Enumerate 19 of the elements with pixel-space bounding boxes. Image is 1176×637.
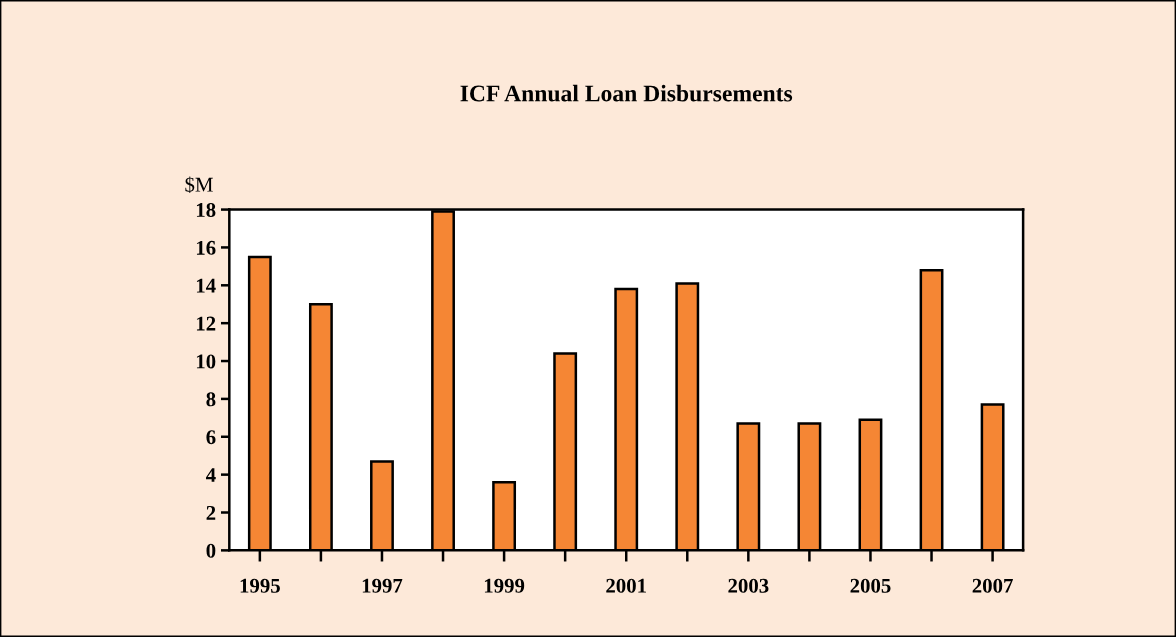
y-tick-label: 0 bbox=[206, 543, 216, 558]
y-tick-label: 14 bbox=[196, 278, 216, 293]
x-tick-label: 2005 bbox=[850, 578, 891, 593]
y-tick-label: 16 bbox=[196, 240, 216, 255]
y-tick-label: 4 bbox=[206, 468, 216, 482]
x-tick-label: 1999 bbox=[484, 578, 525, 593]
x-tick-label: 2003 bbox=[728, 578, 769, 593]
chart-title: ICF Annual Loan Disbursements bbox=[460, 84, 793, 102]
y-tick-label: 8 bbox=[206, 392, 216, 407]
y-tick-label: 10 bbox=[196, 354, 216, 369]
x-tick-label: 1995 bbox=[240, 578, 280, 593]
y-tick-label: 6 bbox=[206, 430, 216, 445]
y-tick-label: 18 bbox=[196, 202, 216, 218]
y-tick-label: 2 bbox=[206, 505, 216, 520]
y-tick-label: 12 bbox=[196, 316, 216, 331]
x-tick-label: 2007 bbox=[972, 578, 1013, 593]
x-tick-label: 2001 bbox=[606, 578, 646, 593]
x-tick-label: 1997 bbox=[362, 578, 403, 593]
y-axis-title: $M bbox=[185, 176, 213, 194]
